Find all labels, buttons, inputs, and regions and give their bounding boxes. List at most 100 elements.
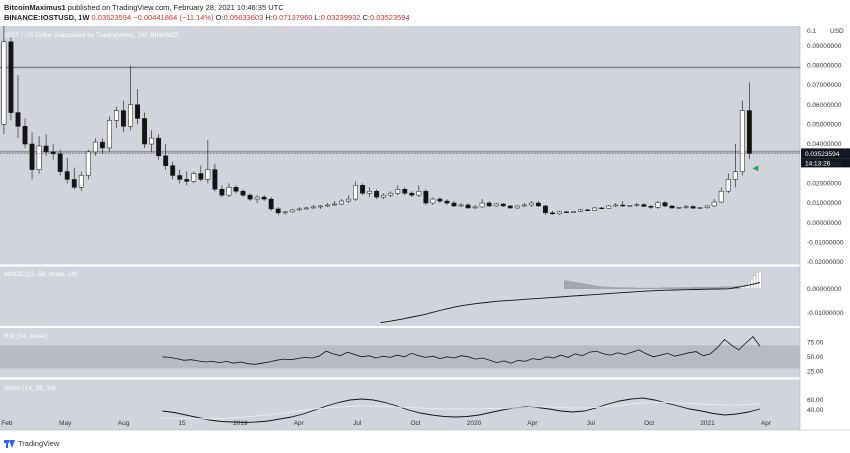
candle-up[interactable] <box>557 211 562 215</box>
candle-down[interactable] <box>8 41 14 113</box>
candle-down[interactable] <box>423 190 429 204</box>
candle-up[interactable] <box>191 173 197 182</box>
candle-up[interactable] <box>732 171 738 180</box>
candle-up[interactable] <box>514 205 520 209</box>
candle-up[interactable] <box>606 205 612 209</box>
candle-up[interactable] <box>739 110 745 172</box>
candle-up[interactable] <box>289 209 295 213</box>
candle-up[interactable] <box>114 110 119 121</box>
stoch-d-line[interactable] <box>162 402 761 420</box>
candle-up[interactable] <box>36 145 42 170</box>
candle-down[interactable] <box>746 110 752 154</box>
candle-down[interactable] <box>170 165 176 176</box>
candle-up[interactable] <box>332 203 337 206</box>
candle-up[interactable] <box>324 204 330 207</box>
candle-down[interactable] <box>535 202 541 207</box>
candle-up[interactable] <box>521 204 527 207</box>
candle-up[interactable] <box>92 141 98 153</box>
candle-down[interactable] <box>500 203 506 207</box>
candle-down[interactable] <box>261 196 267 200</box>
candle-down[interactable] <box>177 175 183 180</box>
candle-up[interactable] <box>149 137 155 145</box>
candle-down[interactable] <box>669 205 675 209</box>
candle-down[interactable] <box>437 198 443 202</box>
candle-down[interactable] <box>71 179 77 188</box>
stoch-k-line[interactable] <box>162 397 761 423</box>
candle-down[interactable] <box>641 204 647 207</box>
candle-down[interactable] <box>142 118 148 145</box>
candle-up[interactable] <box>578 209 584 212</box>
footer-brand[interactable]: TradingView <box>4 439 59 448</box>
candle-down[interactable] <box>135 104 140 119</box>
candle-down[interactable] <box>219 189 225 196</box>
candle-down[interactable] <box>585 209 591 211</box>
candle-down[interactable] <box>29 143 35 170</box>
candle-up[interactable] <box>613 204 619 207</box>
candle-up[interactable] <box>1 41 7 125</box>
candle-down[interactable] <box>402 189 408 194</box>
candle-down[interactable] <box>564 211 569 213</box>
candle-up[interactable] <box>634 204 640 206</box>
candle-up[interactable] <box>78 175 84 188</box>
candle-down[interactable] <box>184 179 190 182</box>
candle-up[interactable] <box>528 202 534 206</box>
macd-line[interactable] <box>380 282 761 324</box>
candle-up[interactable] <box>282 211 288 214</box>
candle-down[interactable] <box>22 126 28 145</box>
candle-up[interactable] <box>395 189 401 194</box>
candle-down[interactable] <box>690 206 696 209</box>
candle-up[interactable] <box>128 104 133 127</box>
candle-down[interactable] <box>57 153 63 172</box>
candle-down[interactable] <box>240 190 246 196</box>
candle-down[interactable] <box>99 141 105 149</box>
candle-up[interactable] <box>106 120 112 149</box>
candle-up[interactable] <box>718 190 724 203</box>
candle-up[interactable] <box>367 190 373 194</box>
candle-down[interactable] <box>121 110 126 127</box>
candle-up[interactable] <box>353 185 358 200</box>
candle-down[interactable] <box>648 206 654 208</box>
candle-down[interactable] <box>451 202 457 207</box>
candle-down[interactable] <box>550 212 555 215</box>
candle-up[interactable] <box>472 206 478 209</box>
candle-down[interactable] <box>409 192 415 196</box>
candle-up[interactable] <box>317 205 323 208</box>
candle-up[interactable] <box>346 198 351 202</box>
candle-up[interactable] <box>85 151 91 176</box>
candle-down[interactable] <box>156 137 162 157</box>
candle-up[interactable] <box>725 179 731 192</box>
candle-down[interactable] <box>64 171 70 180</box>
candle-down[interactable] <box>43 145 49 153</box>
candle-up[interactable] <box>458 204 464 207</box>
author-name[interactable]: BitcoinMaximus1 <box>4 3 66 12</box>
candle-down[interactable] <box>50 151 56 155</box>
candle-up[interactable] <box>310 206 316 209</box>
candle-down[interactable] <box>198 173 204 180</box>
candle-down[interactable] <box>212 169 218 190</box>
candle-up[interactable] <box>430 198 436 204</box>
candle-down[interactable] <box>620 204 626 207</box>
candle-up[interactable] <box>711 201 717 207</box>
candle-up[interactable] <box>655 202 661 208</box>
candle-down[interactable] <box>374 190 380 198</box>
candle-down[interactable] <box>486 202 492 207</box>
candle-up[interactable] <box>303 207 309 210</box>
candle-down[interactable] <box>268 198 274 210</box>
candle-up[interactable] <box>205 169 211 180</box>
candle-down[interactable] <box>15 112 21 127</box>
candle-up[interactable] <box>296 208 302 211</box>
candle-down[interactable] <box>233 187 239 192</box>
candle-up[interactable] <box>254 196 260 200</box>
candle-down[interactable] <box>507 205 513 209</box>
candle-up[interactable] <box>226 187 232 196</box>
candle-up[interactable] <box>381 194 387 198</box>
candle-up[interactable] <box>683 206 689 208</box>
candle-up[interactable] <box>704 205 710 208</box>
candle-up[interactable] <box>339 200 344 205</box>
candle-up[interactable] <box>479 202 485 208</box>
candle-down[interactable] <box>542 205 548 214</box>
candle-down[interactable] <box>444 200 450 204</box>
candle-down[interactable] <box>275 208 281 214</box>
candle-down[interactable] <box>662 202 668 207</box>
